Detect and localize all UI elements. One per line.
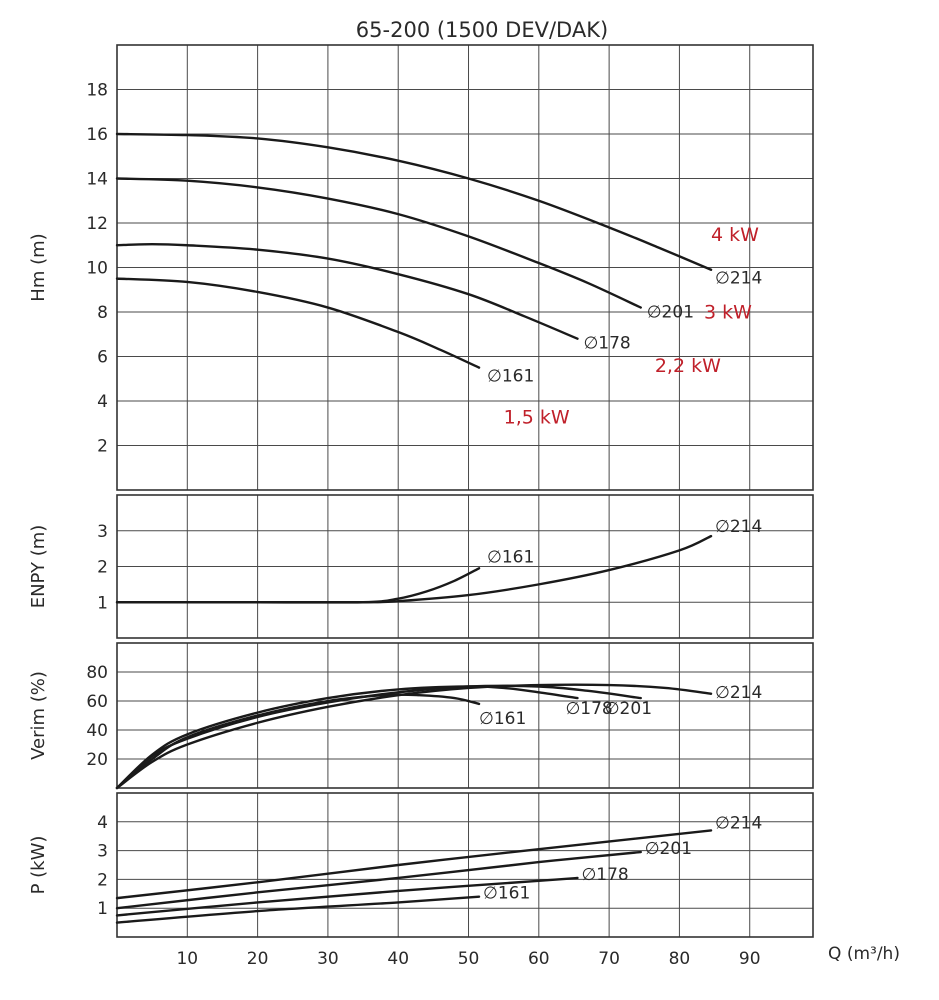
panel-1: 1 2 3 ENPY (m) ∅214 ∅161 (28, 494, 814, 639)
x-tick-label: 30 (317, 949, 339, 969)
curve-label-201: ∅201 (645, 839, 692, 859)
curve-label-214: ∅214 (715, 517, 762, 537)
y-tick-label: 18 (86, 81, 108, 101)
curve-label-178: ∅178 (583, 334, 630, 354)
curve-label-214: ∅214 (715, 683, 762, 703)
y-tick-label: 2 (97, 558, 108, 578)
x-tick-label: 90 (739, 949, 761, 969)
y-axis-label: Verim (%) (28, 671, 49, 760)
curve-201 (115, 850, 642, 910)
panel-0: 2 4 6 8 10 12 14 16 18 Hm (m) ∅214 ∅201 ∅178 ∅161 4 kW… (28, 44, 814, 491)
x-tick-label: 50 (458, 949, 480, 969)
y-tick-label: 10 (86, 259, 108, 279)
curve-label-178: ∅178 (581, 865, 628, 885)
power-label: 3 kW (704, 302, 752, 324)
x-tick-label: 70 (598, 949, 620, 969)
x-tick-label: 60 (528, 949, 550, 969)
curve-214 (115, 534, 713, 604)
y-tick-label: 2 (97, 437, 108, 457)
panel-frame (116, 792, 814, 938)
curve-label-178: ∅178 (565, 699, 612, 719)
y-tick-label: 40 (86, 721, 108, 741)
x-axis-label: Q (m³/h) (828, 944, 900, 964)
y-tick-label: 4 (97, 392, 108, 412)
y-tick-label: 14 (86, 170, 108, 190)
panel-2: 20 40 60 80 Verim (%) ∅161 ∅178∅201 ∅214 (28, 642, 814, 790)
panel-frame (116, 44, 814, 491)
power-label: 2,2 kW (655, 355, 721, 377)
curve-201 (115, 684, 642, 790)
y-tick-label: 20 (86, 750, 108, 770)
curve-201 (115, 177, 642, 309)
y-axis-label: Hm (m) (28, 233, 49, 301)
curve-178 (115, 242, 579, 340)
power-label: 4 kW (711, 224, 759, 246)
panel-frame (116, 494, 814, 639)
y-tick-label: 8 (97, 303, 108, 323)
curve-161 (115, 693, 481, 790)
y-tick-label: 60 (86, 692, 108, 712)
chart-title: 65-200 (1500 DEV/DAK) (356, 18, 608, 42)
y-tick-label: 1 (97, 899, 108, 919)
x-tick-label: 40 (387, 949, 409, 969)
y-tick-label: 2 (97, 870, 108, 890)
curve-214 (115, 132, 713, 271)
curve-214 (115, 829, 713, 900)
curve-label-214: ∅214 (715, 813, 762, 833)
x-tick-label: 20 (247, 949, 269, 969)
curve-178 (115, 685, 579, 790)
curve-label-161: ∅161 (483, 884, 530, 904)
curve-label-201: ∅201 (647, 303, 694, 323)
curve-label-161: ∅161 (487, 367, 534, 387)
y-tick-label: 12 (86, 214, 108, 234)
y-tick-label: 4 (97, 813, 108, 833)
y-tick-label: 16 (86, 125, 108, 145)
x-tick-label: 80 (669, 949, 691, 969)
y-tick-label: 6 (97, 348, 108, 368)
panel-frame (116, 642, 814, 789)
x-tick-label: 10 (176, 949, 198, 969)
panel-3: 1 2 3 4 P (kW) ∅214 ∅201 ∅178 ∅161 10 20 30 40 50 60 70… (28, 792, 814, 969)
y-axis-label: ENPY (m) (28, 525, 49, 609)
curve-label-161: ∅161 (487, 547, 534, 567)
power-label: 1,5 kW (504, 406, 570, 428)
curve-label-201: ∅201 (605, 699, 652, 719)
curve-161 (115, 567, 481, 604)
curve-161 (115, 895, 481, 924)
y-tick-label: 1 (97, 593, 108, 613)
y-tick-label: 3 (97, 522, 108, 542)
curve-161 (115, 277, 481, 369)
curve-214 (115, 683, 713, 790)
y-axis-label: P (kW) (28, 836, 49, 895)
y-tick-label: 80 (86, 663, 108, 683)
y-tick-label: 3 (97, 842, 108, 862)
curve-label-161: ∅161 (479, 709, 526, 729)
curve-label-214: ∅214 (715, 269, 762, 289)
curve-178 (115, 876, 579, 917)
